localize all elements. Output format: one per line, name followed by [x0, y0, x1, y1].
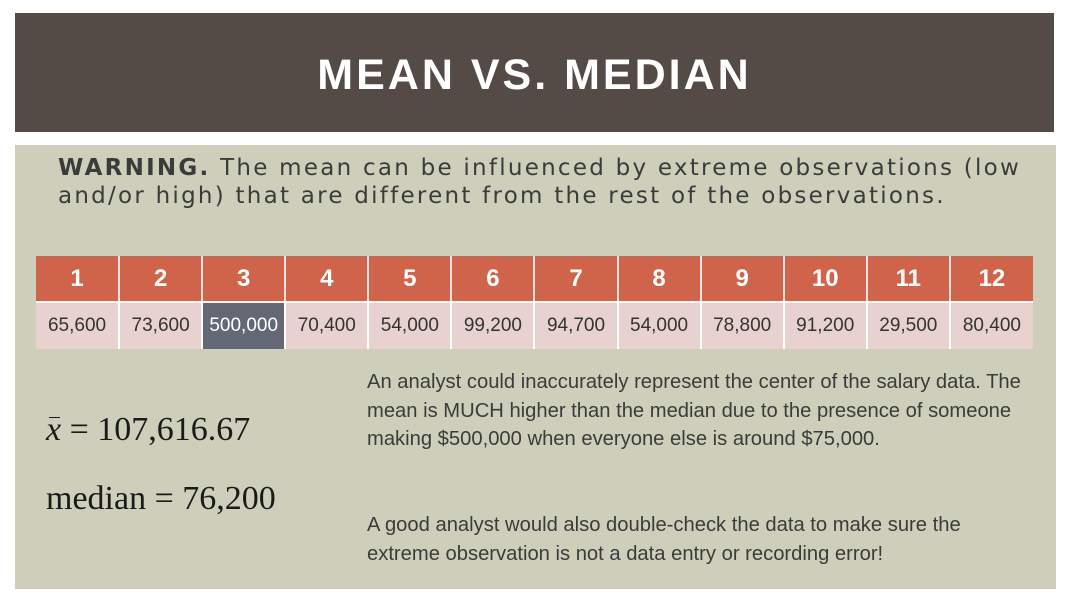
outlier-value-cell: 500,000	[202, 302, 287, 349]
warning-lead: WARNING.	[58, 155, 211, 181]
value-cell: 80,400	[949, 302, 1033, 349]
column-header: 4	[285, 256, 370, 303]
analyst-tip-paragraph: A good analyst would also double-check t…	[367, 514, 961, 565]
median-value: 76,200	[182, 480, 276, 517]
warning-body: The mean can be influenced by extreme ob…	[58, 155, 1022, 209]
table-value-row: 65,600 73,600 500,000 70,400 54,000 99,200 94,…	[36, 302, 1033, 349]
warning-text: WARNING. The mean can be influenced by e…	[58, 155, 1048, 210]
column-header: 8	[617, 256, 702, 303]
title-bar: MEAN VS. MEDIAN	[15, 13, 1054, 132]
value-cell: 65,600	[36, 302, 121, 349]
salary-table: 1 2 3 4 5 6 7 8 9 10 11 12 65,600 73,600 500,000 70,40…	[36, 256, 1033, 349]
column-header: 12	[949, 256, 1033, 303]
equals-sign-median: =	[154, 480, 183, 517]
column-header: 10	[783, 256, 868, 303]
x-bar-symbol: x	[46, 411, 62, 448]
median-label: median	[46, 480, 147, 517]
content-panel: WARNING. The mean can be influenced by e…	[15, 145, 1056, 589]
value-cell: 54,000	[368, 302, 453, 349]
slide-title: MEAN VS. MEDIAN	[317, 51, 752, 99]
value-cell: 70,400	[285, 302, 370, 349]
column-header: 3	[202, 256, 287, 303]
value-cell: 29,500	[866, 302, 951, 349]
column-header: 1	[36, 256, 121, 303]
value-cell: 78,800	[700, 302, 785, 349]
median-formula: median = 76,200	[46, 480, 276, 518]
column-header: 7	[534, 256, 619, 303]
column-header: 2	[119, 256, 204, 303]
value-cell: 94,700	[534, 302, 619, 349]
mean-value: 107,616.67	[97, 411, 251, 448]
column-header: 11	[866, 256, 951, 303]
equals-sign-mean: =	[69, 411, 98, 448]
table-header-row: 1 2 3 4 5 6 7 8 9 10 11 12	[36, 256, 1033, 303]
column-header: 9	[700, 256, 785, 303]
mean-formula: x = 107,616.67	[46, 411, 250, 449]
column-header: 6	[451, 256, 536, 303]
value-cell: 91,200	[783, 302, 868, 349]
value-cell: 99,200	[451, 302, 536, 349]
column-header: 5	[368, 256, 453, 303]
value-cell: 54,000	[617, 302, 702, 349]
explanation-paragraph: An analyst could inaccurately represent …	[367, 371, 1021, 451]
value-cell: 73,600	[119, 302, 204, 349]
